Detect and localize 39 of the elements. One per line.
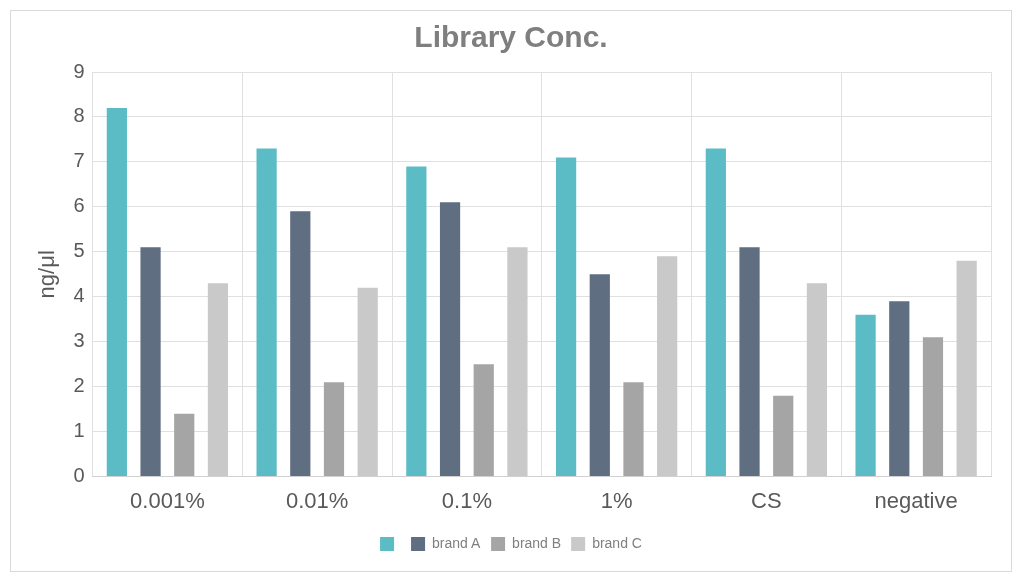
bar bbox=[773, 395, 794, 477]
bar bbox=[589, 274, 610, 477]
y-tick-label: 2 bbox=[73, 374, 85, 397]
bar bbox=[855, 314, 876, 477]
y-tick-label: 7 bbox=[73, 149, 85, 172]
x-tick-label: negative bbox=[874, 487, 958, 513]
y-tick-label: 5 bbox=[73, 239, 85, 262]
bar bbox=[739, 247, 760, 477]
bar bbox=[623, 382, 644, 477]
y-tick-label: 4 bbox=[73, 284, 85, 307]
bar bbox=[106, 107, 127, 477]
y-axis-title: ng/μl bbox=[34, 250, 60, 299]
bar bbox=[889, 301, 910, 477]
y-tick-label: 1 bbox=[73, 419, 85, 442]
x-tick-label: CS bbox=[751, 487, 782, 513]
bar bbox=[473, 364, 494, 477]
y-tick-label: 8 bbox=[73, 104, 85, 127]
bar bbox=[439, 202, 461, 477]
bar bbox=[290, 211, 311, 477]
legend-label: brand A bbox=[432, 534, 481, 551]
y-tick-label: 0 bbox=[73, 464, 85, 487]
y-tick-label: 9 bbox=[73, 59, 85, 82]
bar bbox=[323, 382, 345, 477]
y-tick-label: 6 bbox=[73, 194, 85, 217]
x-tick-label: 0.001% bbox=[130, 487, 205, 513]
bar bbox=[256, 148, 277, 477]
bar bbox=[555, 157, 577, 477]
y-tick-label: 3 bbox=[73, 329, 85, 352]
bar bbox=[140, 247, 161, 477]
legend-label: brand B bbox=[512, 534, 562, 551]
bar bbox=[406, 166, 427, 477]
chart-title: Library Conc. bbox=[414, 20, 608, 54]
bar bbox=[922, 337, 944, 477]
x-tick-label: 1% bbox=[600, 487, 633, 513]
x-tick-label: 0.1% bbox=[441, 487, 492, 513]
legend-label: brand C bbox=[592, 534, 642, 551]
bar bbox=[174, 413, 195, 477]
bar bbox=[705, 148, 726, 477]
x-tick-label: 0.01% bbox=[285, 487, 349, 513]
